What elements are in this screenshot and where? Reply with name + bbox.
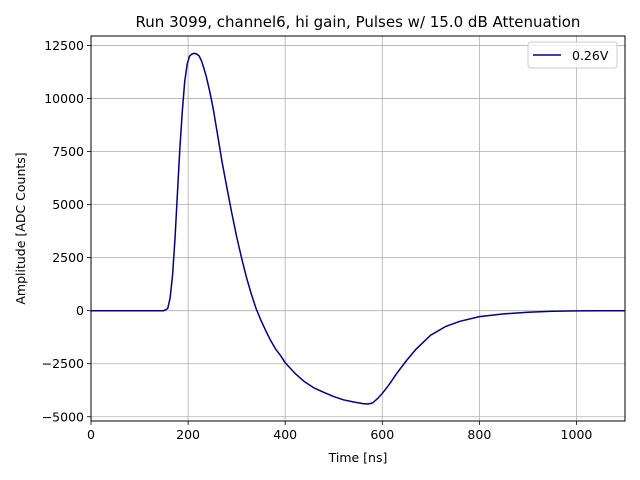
plot-frame bbox=[90, 35, 626, 422]
y-tick-label: −2500 bbox=[42, 356, 84, 371]
y-tick-label: 12500 bbox=[44, 38, 84, 53]
x-tick-label: 600 bbox=[370, 427, 394, 442]
legend-label: 0.26V bbox=[572, 48, 609, 63]
y-tick-label: 5000 bbox=[52, 197, 84, 212]
y-tick-label: 10000 bbox=[44, 91, 84, 106]
x-tick-label: 1000 bbox=[561, 427, 593, 442]
x-axis-label: Time [ns] bbox=[328, 450, 388, 465]
y-tick-label: 0 bbox=[76, 303, 84, 318]
x-tick-label: 200 bbox=[176, 427, 200, 442]
x-tick-label: 400 bbox=[273, 427, 297, 442]
series-line bbox=[91, 52, 625, 405]
series-layer bbox=[91, 52, 625, 405]
x-tick-label: 800 bbox=[467, 427, 491, 442]
y-axis-label: Amplitude [ADC Counts] bbox=[13, 152, 28, 304]
x-tick-label: 0 bbox=[87, 427, 95, 442]
legend-box bbox=[527, 41, 618, 69]
chart-title: Run 3099, channel6, hi gain, Pulses w/ 1… bbox=[136, 13, 581, 31]
y-tick-label: 7500 bbox=[52, 144, 84, 159]
y-tick-label: 2500 bbox=[52, 250, 84, 265]
axes-ticks: 0 200 400 600 800 1000 −5000 −2500 0 2500 5000 7500… bbox=[42, 38, 593, 442]
legend: 0.26V bbox=[527, 41, 618, 69]
y-tick-label: −5000 bbox=[42, 409, 84, 424]
